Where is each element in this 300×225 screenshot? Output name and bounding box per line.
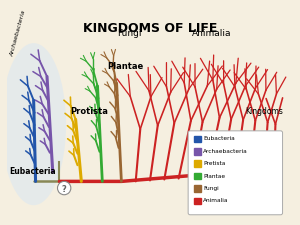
Text: Fungi: Fungi xyxy=(117,29,141,38)
FancyBboxPatch shape xyxy=(188,131,283,215)
Text: ?: ? xyxy=(62,184,67,194)
Text: Eubacteria: Eubacteria xyxy=(9,167,56,176)
Ellipse shape xyxy=(1,43,66,205)
Bar xyxy=(194,148,200,155)
Text: Plantae: Plantae xyxy=(107,63,143,72)
Circle shape xyxy=(58,181,71,195)
Bar xyxy=(194,136,200,142)
Text: Fungi: Fungi xyxy=(203,186,219,191)
FancyBboxPatch shape xyxy=(39,44,293,218)
Text: Pretista: Pretista xyxy=(203,161,226,166)
Text: Kingdoms: Kingdoms xyxy=(245,107,283,116)
Text: KINGDOMS OF LIFE: KINGDOMS OF LIFE xyxy=(83,22,217,35)
Bar xyxy=(194,160,200,167)
Bar xyxy=(194,173,200,180)
Text: Eubacteria: Eubacteria xyxy=(203,136,235,142)
Text: Animalia: Animalia xyxy=(192,29,232,38)
Text: Archaebacteria: Archaebacteria xyxy=(10,10,27,57)
Text: Plantae: Plantae xyxy=(203,174,226,179)
Text: Animalia: Animalia xyxy=(203,198,229,203)
Text: Protista: Protista xyxy=(70,107,108,116)
Bar xyxy=(194,185,200,192)
Text: Archaebacteria: Archaebacteria xyxy=(203,149,248,154)
Bar xyxy=(194,198,200,204)
